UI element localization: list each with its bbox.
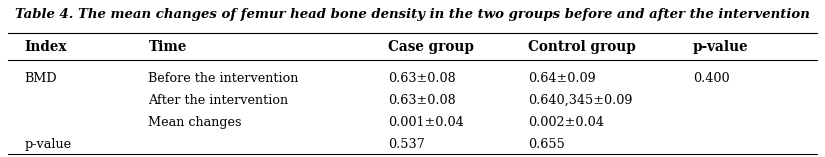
Text: 0.64±0.09: 0.64±0.09: [528, 72, 596, 85]
Text: 0.655: 0.655: [528, 138, 565, 151]
Text: p-value: p-value: [25, 138, 72, 151]
Text: Time: Time: [148, 40, 187, 54]
Text: 0.001±0.04: 0.001±0.04: [388, 116, 464, 129]
Text: 0.63±0.08: 0.63±0.08: [388, 94, 455, 107]
Text: 0.400: 0.400: [693, 72, 729, 85]
Text: BMD: BMD: [25, 72, 58, 85]
Text: 0.002±0.04: 0.002±0.04: [528, 116, 604, 129]
Text: 0.537: 0.537: [388, 138, 425, 151]
Text: Before the intervention: Before the intervention: [148, 72, 299, 85]
Text: Index: Index: [25, 40, 68, 54]
Text: Control group: Control group: [528, 40, 636, 54]
Text: Table 4. The mean changes of femur head bone density in the two groups before an: Table 4. The mean changes of femur head …: [15, 8, 810, 21]
Text: 0.640,345±0.09: 0.640,345±0.09: [528, 94, 633, 107]
Text: p-value: p-value: [693, 40, 748, 54]
Text: After the intervention: After the intervention: [148, 94, 289, 107]
Text: Case group: Case group: [388, 40, 474, 54]
Text: Mean changes: Mean changes: [148, 116, 242, 129]
Text: 0.63±0.08: 0.63±0.08: [388, 72, 455, 85]
